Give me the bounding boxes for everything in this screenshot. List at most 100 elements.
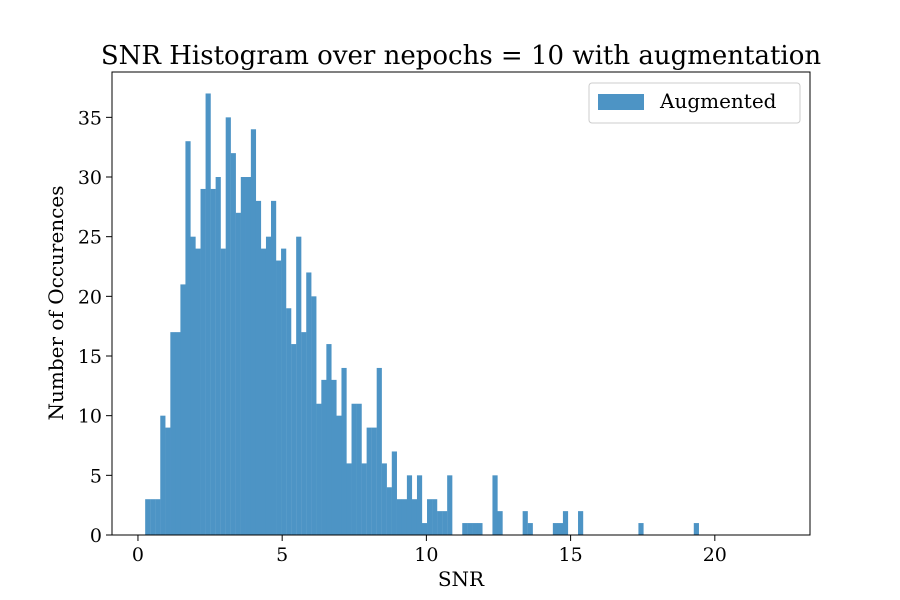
histogram-bar — [200, 188, 206, 535]
histogram-bar — [492, 475, 498, 535]
histogram-bar — [155, 499, 161, 535]
histogram-bar — [281, 248, 287, 536]
y-axis-ticks: 0 5 10 15 20 25 30 35 — [78, 107, 112, 547]
histogram-bar — [693, 523, 699, 535]
y-tick-label: 15 — [78, 346, 102, 368]
histogram-bar — [432, 499, 438, 535]
legend: Augmented — [588, 82, 801, 124]
histogram-bar — [472, 523, 478, 535]
histogram-bar — [557, 523, 564, 535]
histogram-bar — [255, 200, 262, 535]
histogram-bar — [381, 463, 387, 535]
histogram-bar — [245, 177, 252, 535]
histogram-bar — [180, 284, 186, 535]
histogram-bar — [165, 427, 171, 535]
histogram-bar — [271, 200, 277, 535]
histogram-bar — [341, 367, 347, 535]
histogram-bar — [331, 379, 337, 535]
histogram-bar — [437, 511, 443, 535]
histogram-bar — [316, 403, 322, 535]
y-tick-label: 25 — [78, 227, 102, 249]
histogram-bar — [396, 499, 402, 535]
y-tick-label: 30 — [78, 167, 102, 189]
histogram-bar — [477, 523, 483, 535]
bar-group — [145, 93, 699, 536]
histogram-bar — [145, 499, 151, 535]
histogram-bar — [386, 487, 392, 535]
x-tick-label: 20 — [703, 544, 727, 566]
histogram-bar — [562, 511, 569, 535]
chart-title: SNR Histogram over nepochs = 10 with aug… — [101, 41, 822, 71]
histogram-bar — [170, 332, 176, 535]
histogram-bar — [210, 188, 216, 535]
histogram-bar — [411, 499, 418, 535]
histogram-bar — [421, 523, 428, 535]
histogram-bar — [406, 475, 413, 535]
histogram-bar — [391, 451, 397, 535]
histogram-bar — [321, 379, 327, 535]
x-tick-label: 10 — [414, 544, 438, 566]
histogram-bar — [230, 153, 236, 535]
histogram-bar — [401, 499, 408, 535]
histogram-bar — [578, 511, 584, 535]
histogram-bar — [235, 212, 241, 535]
histogram-bar — [361, 463, 367, 535]
histogram-bar — [205, 93, 211, 535]
y-tick-label: 0 — [90, 525, 102, 547]
histogram-bar — [311, 296, 317, 535]
histogram-bar — [371, 427, 377, 535]
histogram-bar — [250, 129, 257, 535]
histogram-bar — [552, 523, 559, 535]
y-tick-label: 5 — [90, 465, 102, 487]
histogram-bar — [442, 511, 448, 535]
histogram-bar — [185, 141, 191, 535]
histogram-bar — [175, 332, 181, 535]
histogram-bar — [462, 523, 468, 535]
histogram-bar — [366, 427, 372, 535]
histogram-bar — [467, 523, 473, 535]
histogram-bar — [356, 403, 362, 535]
x-tick-label: 15 — [559, 544, 583, 566]
histogram-bar — [351, 403, 357, 535]
histogram-bar — [301, 332, 307, 535]
histogram-bar — [326, 344, 332, 535]
histogram-bar — [296, 236, 302, 535]
axes-frame — [111, 71, 811, 536]
y-axis-label: Number of Occurences — [44, 186, 68, 421]
histogram-bar — [638, 523, 644, 535]
histogram-bar — [527, 523, 533, 535]
histogram-bar — [522, 511, 528, 535]
x-tick-label: 0 — [132, 544, 144, 566]
x-axis-label: SNR — [438, 567, 485, 591]
y-tick-label: 20 — [78, 286, 102, 308]
y-tick-label: 35 — [78, 107, 102, 129]
histogram-bar — [306, 272, 312, 535]
histogram-bar — [190, 236, 196, 535]
legend-label: Augmented — [659, 89, 777, 113]
histogram-bar — [497, 511, 503, 535]
histogram-bar — [240, 177, 246, 535]
histogram-bar — [150, 499, 156, 535]
histogram-bar — [447, 475, 453, 535]
histogram-bar — [215, 177, 221, 535]
legend-swatch — [598, 94, 644, 110]
histogram-bar — [427, 499, 433, 535]
x-axis-ticks: 0 5 10 15 20 — [132, 535, 727, 566]
histogram-bar — [160, 415, 166, 535]
histogram-bar — [376, 367, 382, 535]
y-tick-label: 10 — [78, 406, 102, 428]
histogram-bar — [276, 260, 282, 535]
legend-box — [588, 82, 801, 124]
histogram-bar — [265, 236, 272, 535]
histogram-bar — [416, 475, 423, 535]
histogram-bar — [286, 308, 292, 535]
histogram-bar — [225, 117, 231, 535]
x-tick-label: 5 — [276, 544, 288, 566]
histogram-bar — [346, 463, 352, 535]
histogram-bar — [195, 248, 201, 536]
histogram-bar — [336, 415, 342, 535]
histogram-bar — [291, 344, 297, 535]
histogram-bar — [220, 248, 226, 536]
histogram-bar — [260, 248, 267, 536]
